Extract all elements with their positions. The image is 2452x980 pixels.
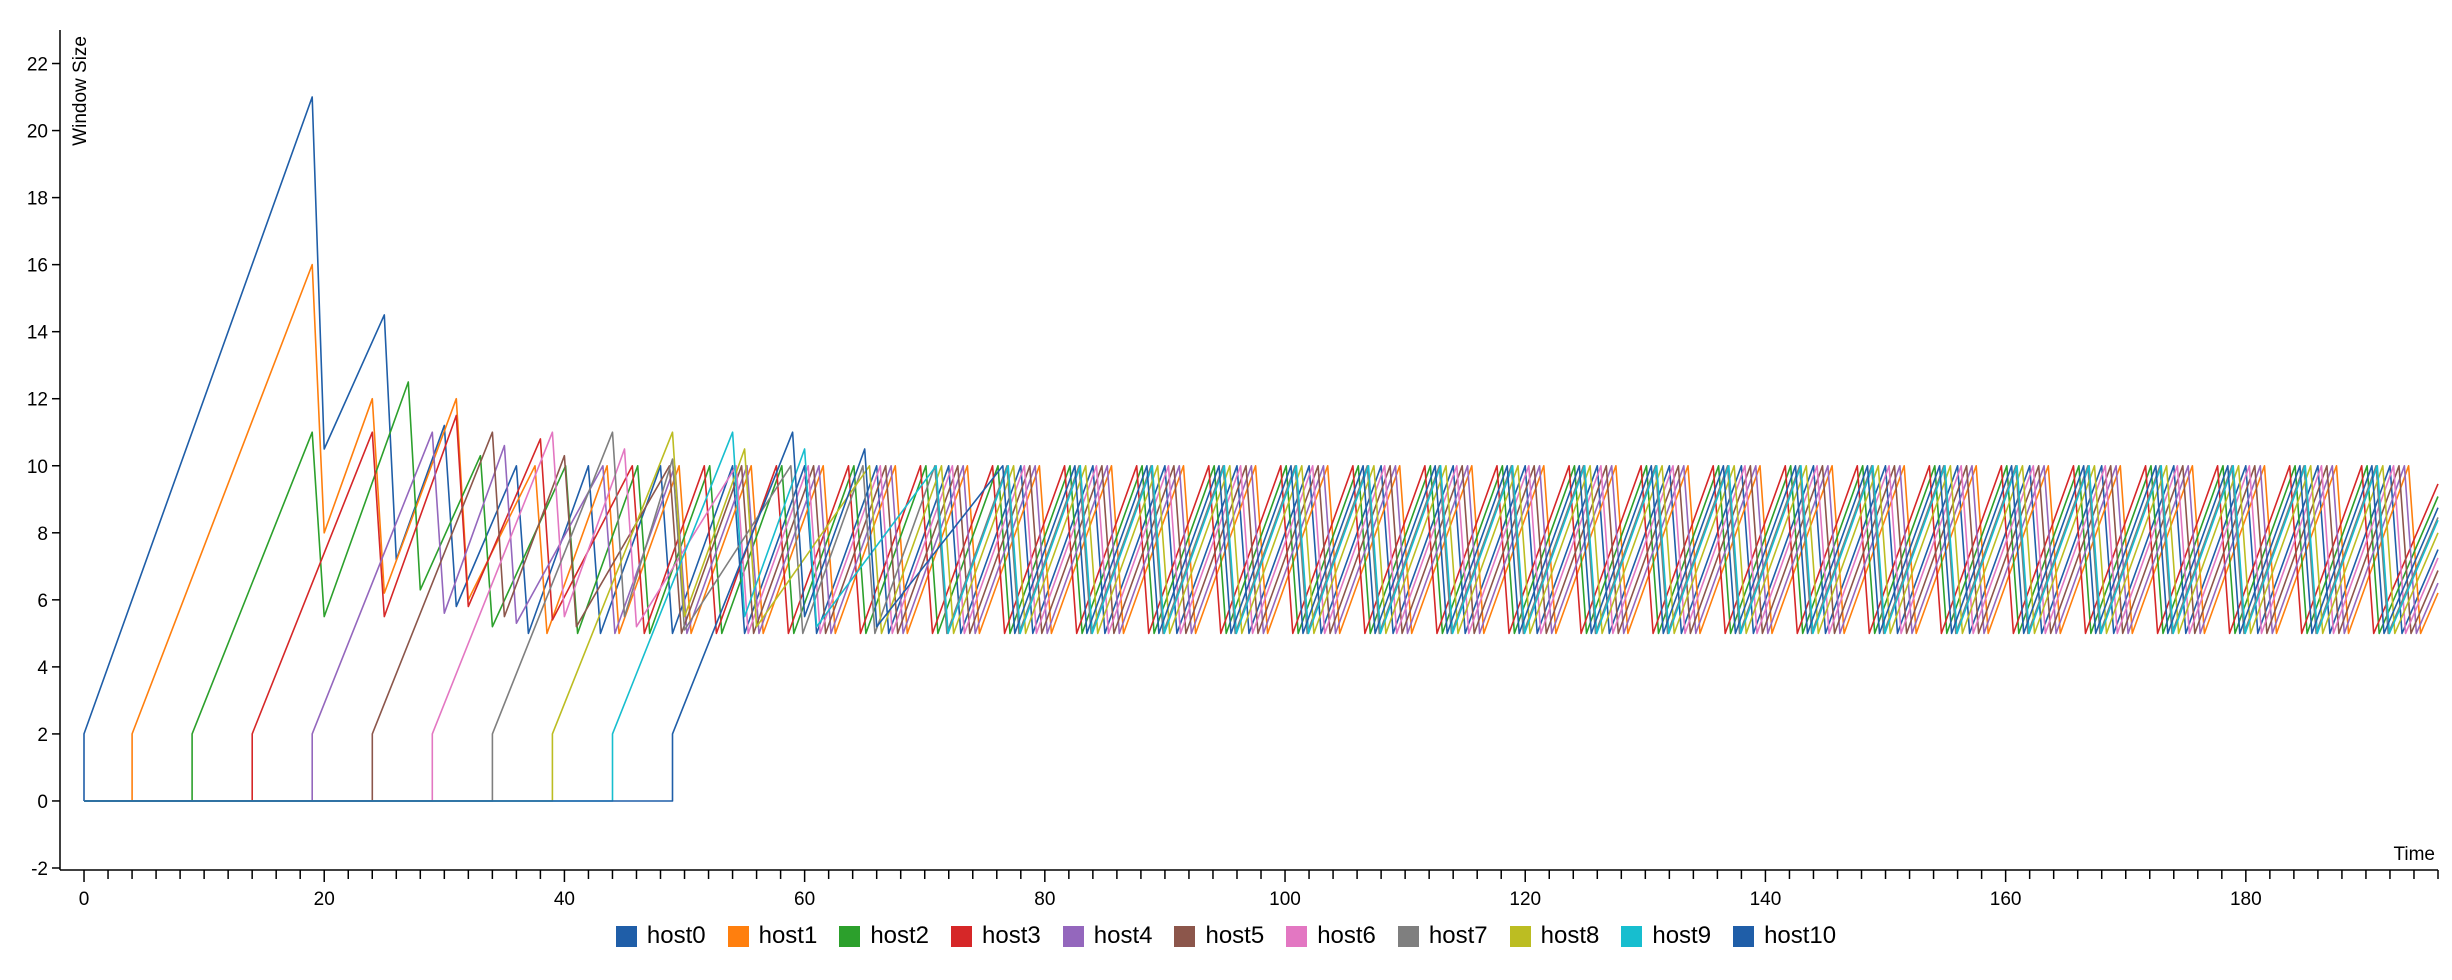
x-tick: 100	[1269, 870, 1301, 910]
legend-swatch	[1062, 925, 1084, 947]
y-tick: 6	[37, 591, 60, 612]
legend-swatch	[1286, 925, 1308, 947]
x-tick-label: 60	[794, 889, 815, 910]
y-tick-label: 0	[37, 792, 48, 813]
legend-swatch	[727, 925, 749, 947]
x-tick: 40	[554, 870, 575, 910]
y-tick-label: 18	[27, 189, 48, 210]
y-tick: 16	[27, 256, 60, 277]
y-tick-label: 16	[27, 256, 48, 277]
series-lines	[83, 96, 2439, 802]
x-tick: 60	[794, 870, 815, 910]
y-tick-label: 20	[27, 122, 48, 143]
y-tick-label: 4	[37, 658, 48, 679]
legend-item-host6: host6	[1286, 922, 1376, 950]
y-tick-label: 6	[37, 591, 48, 612]
y-tick: 10	[27, 457, 60, 478]
series-line-host6	[84, 431, 2439, 802]
y-tick-label: 10	[27, 457, 48, 478]
legend-item-host10: host10	[1733, 922, 1836, 950]
y-tick: 4	[37, 658, 60, 679]
x-tick: 160	[1990, 870, 2022, 910]
x-tick: 80	[1034, 870, 1055, 910]
y-tick-label: 22	[27, 55, 48, 76]
legend-item-host2: host2	[839, 922, 929, 950]
legend-item-host0: host0	[615, 922, 706, 950]
legend-swatch	[839, 925, 861, 947]
x-tick: 0	[79, 870, 90, 910]
x-tick-label: 40	[554, 889, 575, 910]
y-tick: 14	[27, 323, 60, 344]
x-tick: 20	[314, 870, 335, 910]
series-line-host9	[84, 431, 2439, 802]
x-tick-label: 180	[2230, 889, 2262, 910]
legend-label: host7	[1428, 922, 1488, 949]
x-tick-label: 100	[1269, 889, 1301, 910]
legend-label: host9	[1652, 922, 1712, 949]
x-tick-label: 160	[1990, 889, 2022, 910]
x-axis: 0 20 40 60 80 100 120 140 160 180	[60, 869, 2439, 910]
legend-swatch	[951, 925, 973, 947]
legend-label: host2	[870, 922, 930, 949]
x-tick-label: 120	[1509, 889, 1541, 910]
y-tick: 12	[27, 390, 60, 411]
y-tick-label: 14	[27, 323, 49, 344]
x-tick: 140	[1750, 870, 1782, 910]
y-axis: -2 0 2 4 6 8 10 12 14 16 18 20 22	[27, 30, 61, 880]
legend-item-host3: host3	[951, 922, 1041, 950]
legend: host0 host1 host2 host3 host4 host5 host6 host7…	[0, 922, 2452, 952]
y-axis-label: Window Size	[70, 36, 91, 146]
series-line-host7	[84, 431, 2439, 802]
series-line-host8	[84, 431, 2439, 802]
y-tick: 22	[27, 55, 60, 76]
legend-label: host1	[758, 922, 818, 949]
series-line-host4	[84, 431, 2439, 802]
x-tick-label: 80	[1034, 889, 1055, 910]
legend-swatch	[1733, 925, 1755, 947]
series-line-host10	[84, 431, 2439, 802]
legend-label: host3	[982, 922, 1041, 949]
legend-swatch	[1397, 925, 1419, 947]
x-tick-label: 140	[1750, 889, 1782, 910]
series-line-host3	[84, 414, 2439, 802]
x-tick: 180	[2230, 870, 2262, 910]
legend-item-host1: host1	[727, 922, 818, 950]
y-tick: -2	[31, 859, 60, 880]
y-tick: 8	[37, 524, 60, 545]
y-tick-label: -2	[31, 859, 48, 880]
legend-swatch	[1174, 925, 1196, 947]
y-tick: 18	[27, 189, 60, 210]
x-axis-label: Time	[2393, 844, 2435, 865]
legend-swatch	[1509, 925, 1531, 947]
legend-item-host5: host5	[1174, 922, 1264, 950]
y-tick-label: 2	[37, 725, 48, 746]
y-tick: 0	[37, 792, 60, 813]
legend-item-host7: host7	[1397, 922, 1488, 950]
y-tick-label: 8	[37, 524, 48, 545]
legend-label: host4	[1093, 922, 1153, 949]
legend-label: host6	[1317, 922, 1376, 949]
legend-label: host5	[1205, 922, 1265, 949]
legend-swatch	[615, 925, 637, 947]
series-line-host2	[84, 381, 2439, 802]
series-line-host5	[84, 431, 2439, 802]
x-tick: 120	[1509, 870, 1541, 910]
y-tick: 2	[37, 725, 60, 746]
legend-item-host8: host8	[1509, 922, 1600, 950]
y-tick-label: 12	[27, 390, 48, 411]
legend-label: host10	[1764, 922, 1837, 949]
legend-item-host9: host9	[1621, 922, 1711, 950]
x-tick-label: 0	[79, 889, 90, 910]
legend-label: host0	[646, 922, 706, 949]
legend-label: host8	[1540, 922, 1600, 949]
x-tick-label: 20	[314, 889, 335, 910]
legend-swatch	[1621, 925, 1643, 947]
y-tick: 20	[27, 122, 60, 143]
legend-item-host4: host4	[1062, 922, 1153, 950]
series-line-host0	[83, 96, 2439, 801]
